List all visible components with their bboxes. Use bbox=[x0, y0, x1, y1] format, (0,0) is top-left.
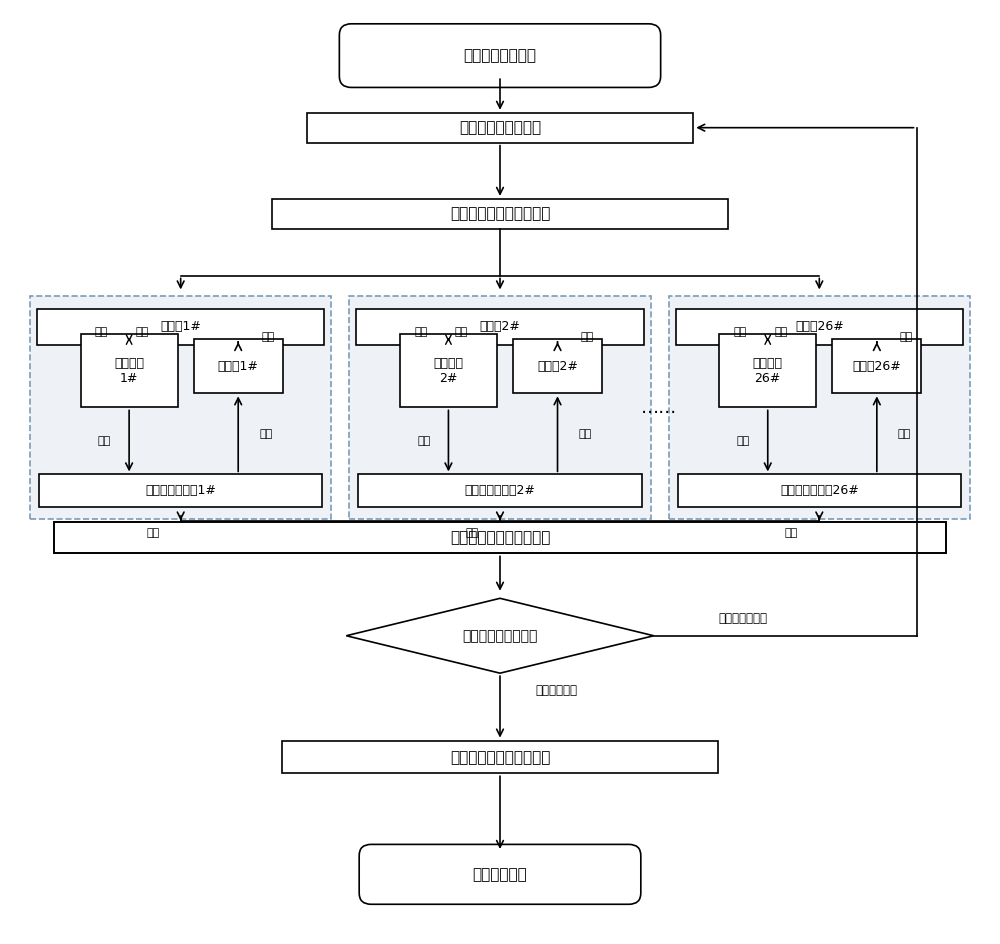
Bar bbox=[513, 339, 602, 394]
Text: 作用: 作用 bbox=[736, 436, 750, 446]
Bar bbox=[832, 339, 921, 394]
Text: 用户选择装配工艺: 用户选择装配工艺 bbox=[464, 48, 536, 63]
Bar bbox=[282, 741, 718, 773]
Text: 柔性工装定位器2#: 柔性工装定位器2# bbox=[465, 484, 535, 497]
Text: 反馈: 反馈 bbox=[135, 328, 149, 337]
Text: 激光跟踪仪测量检查: 激光跟踪仪测量检查 bbox=[462, 629, 538, 643]
Text: 驱动器1#: 驱动器1# bbox=[160, 320, 201, 333]
Text: 柔性工装定位器1#: 柔性工装定位器1# bbox=[145, 484, 216, 497]
Text: 光栅尺26#: 光栅尺26# bbox=[852, 360, 901, 373]
Text: 监测: 监测 bbox=[259, 429, 273, 439]
Text: 反馈: 反馈 bbox=[261, 332, 275, 343]
Text: 光栅尺2#: 光栅尺2# bbox=[537, 360, 578, 373]
Text: 驱动器26#: 驱动器26# bbox=[795, 320, 844, 333]
Bar bbox=[669, 296, 970, 519]
Bar bbox=[81, 334, 178, 408]
Text: 伺服电机
1#: 伺服电机 1# bbox=[114, 357, 144, 385]
Bar bbox=[676, 310, 963, 345]
Text: 驱动: 驱动 bbox=[414, 328, 427, 337]
Text: 机器人根据工艺自动制孔: 机器人根据工艺自动制孔 bbox=[450, 750, 550, 765]
Text: 符合精度要求: 符合精度要求 bbox=[536, 683, 578, 697]
Text: 伺服电机
26#: 伺服电机 26# bbox=[753, 357, 783, 385]
Text: 反馈: 反馈 bbox=[455, 328, 468, 337]
Bar bbox=[272, 199, 728, 228]
Text: 驱动器2#: 驱动器2# bbox=[480, 320, 520, 333]
Text: 反馈: 反馈 bbox=[581, 332, 594, 343]
Bar bbox=[30, 296, 331, 519]
Text: 作用: 作用 bbox=[417, 436, 430, 446]
Text: 反馈: 反馈 bbox=[900, 332, 913, 343]
Bar bbox=[719, 334, 816, 408]
Text: ……: …… bbox=[641, 399, 677, 417]
Text: 装配完成下架: 装配完成下架 bbox=[473, 867, 527, 882]
FancyBboxPatch shape bbox=[339, 24, 661, 88]
Text: 作用: 作用 bbox=[98, 436, 111, 446]
Text: 柔性工装定位器26#: 柔性工装定位器26# bbox=[780, 484, 859, 497]
Text: 伺服电机
2#: 伺服电机 2# bbox=[433, 357, 463, 385]
Text: 监测: 监测 bbox=[579, 429, 592, 439]
Bar bbox=[400, 334, 497, 408]
Text: 驱动: 驱动 bbox=[785, 528, 798, 538]
Text: 监测: 监测 bbox=[898, 429, 911, 439]
Bar bbox=[194, 339, 283, 394]
Polygon shape bbox=[346, 598, 654, 673]
Text: 定位飞机机翼前搡装配件: 定位飞机机翼前搡装配件 bbox=[450, 530, 550, 545]
Text: 反馈: 反馈 bbox=[774, 328, 787, 337]
Bar bbox=[356, 310, 644, 345]
Bar bbox=[307, 112, 693, 143]
FancyBboxPatch shape bbox=[359, 844, 641, 904]
Bar bbox=[39, 474, 322, 507]
Text: 工控机提取工艺参数: 工控机提取工艺参数 bbox=[459, 120, 541, 135]
Text: 不符合精度要求: 不符合精度要求 bbox=[718, 613, 767, 625]
Text: 运动控制器生成运动参数: 运动控制器生成运动参数 bbox=[450, 206, 550, 221]
Text: 驱动: 驱动 bbox=[733, 328, 747, 337]
Text: 驱动: 驱动 bbox=[95, 328, 108, 337]
Text: 驱动: 驱动 bbox=[466, 528, 479, 538]
Bar bbox=[54, 522, 946, 553]
Text: 光栅尺1#: 光栅尺1# bbox=[218, 360, 259, 373]
Text: 驱动: 驱动 bbox=[146, 528, 160, 538]
Bar bbox=[37, 310, 324, 345]
Bar bbox=[358, 474, 642, 507]
Bar bbox=[678, 474, 961, 507]
Bar bbox=[349, 296, 651, 519]
